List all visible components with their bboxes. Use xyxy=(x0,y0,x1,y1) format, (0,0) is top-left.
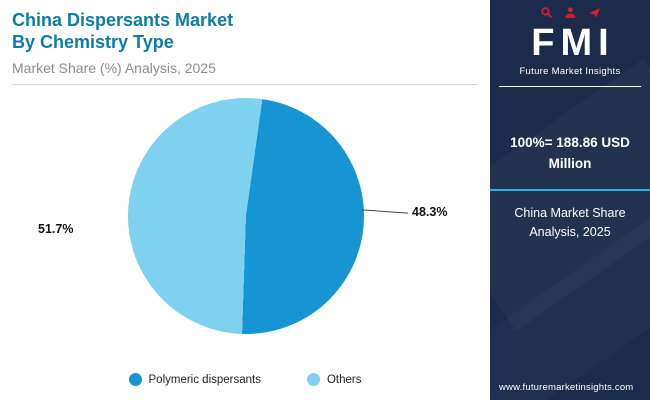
legend-swatch-others xyxy=(306,373,320,386)
slice-label-others: 51.7% xyxy=(38,222,74,236)
logo-text: FMI xyxy=(531,22,615,64)
page-title-line1: China Dispersants Market xyxy=(12,10,234,30)
leader-line xyxy=(362,209,408,214)
legend-label-others: Others xyxy=(326,373,362,386)
fmi-logo: FMI Future Market Insights xyxy=(490,0,650,87)
logo-caption: Future Market Insights xyxy=(519,65,621,77)
page-title-line2: By Chemistry Type xyxy=(12,31,174,52)
magnifier-icon xyxy=(540,6,553,24)
chart-header: China Dispersants Market By Chemistry Ty… xyxy=(0,0,490,85)
brand-sidebar: FMI Future Market Insights 100%= 188.86 … xyxy=(490,0,650,400)
logo-divider xyxy=(499,85,641,87)
plane-icon xyxy=(588,6,601,24)
chart-panel: China Dispersants Market By Chemistry Ty… xyxy=(0,0,490,386)
legend-swatch-polymeric xyxy=(128,373,142,386)
legend-label-polymeric: Polymeric dispersants xyxy=(148,373,261,386)
chart-subtitle: Market Share (%) Analysis, 2025 xyxy=(12,59,216,76)
page-title: China Dispersants Market By Chemistry Ty… xyxy=(12,10,478,54)
pie-chart xyxy=(128,98,364,334)
logo-icons xyxy=(490,7,650,24)
header-divider xyxy=(12,83,478,85)
legend-item-others: Others xyxy=(306,373,362,386)
website-url: www.futuremarketinsights.com xyxy=(499,382,634,393)
legend: Polymeric dispersants Others xyxy=(0,373,490,386)
sidebar-caption: China Market Share Analysis, 2025 xyxy=(514,205,626,240)
legend-item-polymeric: Polymeric dispersants xyxy=(128,373,261,386)
market-size-stat: 100%= 188.86 USD Million xyxy=(510,134,630,171)
person-icon xyxy=(564,6,577,24)
sidebar-accent-divider xyxy=(490,188,650,191)
slice-label-polymeric: 48.3% xyxy=(412,205,448,219)
